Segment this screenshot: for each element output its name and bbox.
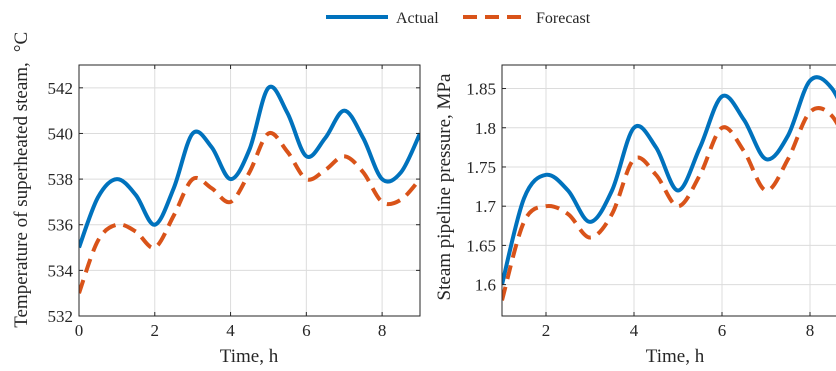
- y-tick-label: 1.85: [466, 80, 496, 99]
- x-tick-label: 4: [630, 321, 639, 340]
- series-layer: [502, 75, 836, 301]
- x-tick-label: 6: [718, 321, 727, 340]
- legend: Actual Forecast: [326, 10, 591, 27]
- y-axis-label: Temperature of superheated steam,: [11, 62, 32, 328]
- axes-frame: [501, 64, 836, 317]
- y-tick-label: 538: [48, 170, 74, 189]
- y-tick-label: 536: [48, 216, 74, 235]
- plot-area: [502, 65, 836, 316]
- plot-area: [79, 65, 420, 316]
- x-axis-label: Time, h: [220, 346, 279, 367]
- x-tick-label: 0: [75, 321, 84, 340]
- x-tick-label: 8: [806, 321, 815, 340]
- x-axis-label: Time, h: [646, 346, 705, 367]
- y-tick-label: 534: [48, 261, 74, 280]
- y-tick-label: 1.7: [475, 197, 497, 216]
- y-tick-label: 1.65: [466, 236, 496, 255]
- x-tick-label: 8: [378, 321, 387, 340]
- chart-pressure: 2 4 6 8 1.6 1.65 1.7 1.75 1.8 1.85 Time, h Steam …: [434, 64, 836, 367]
- tick-labels: 0 2 4 6 8 532 534 536 538 540 542: [48, 65, 420, 340]
- series-forecast-line: [502, 106, 836, 301]
- axes-frame: [78, 64, 421, 317]
- y-tick-label: 542: [48, 79, 74, 98]
- chart-temperature: 0 2 4 6 8 532 534 536 538 540 542 Time, h Temperat…: [11, 32, 421, 367]
- y-tick-label: 1.75: [466, 158, 496, 177]
- legend-forecast-label: Forecast: [536, 10, 591, 27]
- y-tick-label: 1.8: [475, 119, 496, 138]
- x-tick-label: 2: [542, 321, 551, 340]
- series-actual-line: [79, 84, 420, 249]
- x-tick-label: 2: [151, 321, 160, 340]
- y-tick-label: 540: [48, 124, 74, 143]
- y-tick-label: 1.6: [475, 276, 496, 295]
- series-layer: [79, 84, 420, 294]
- y-axis-unit: °C: [11, 32, 32, 52]
- series-forecast-line: [79, 130, 420, 294]
- tick-labels: 2 4 6 8 1.6 1.65 1.7 1.75 1.8 1.85: [466, 65, 815, 340]
- x-tick-label: 4: [226, 321, 235, 340]
- grid-lines: [502, 65, 836, 316]
- series-actual-line: [502, 75, 836, 286]
- x-tick-label: 6: [302, 321, 311, 340]
- y-tick-label: 532: [48, 307, 74, 326]
- legend-actual-label: Actual: [396, 10, 439, 27]
- y-axis-label: Steam pipeline pressure, MPa: [434, 73, 455, 300]
